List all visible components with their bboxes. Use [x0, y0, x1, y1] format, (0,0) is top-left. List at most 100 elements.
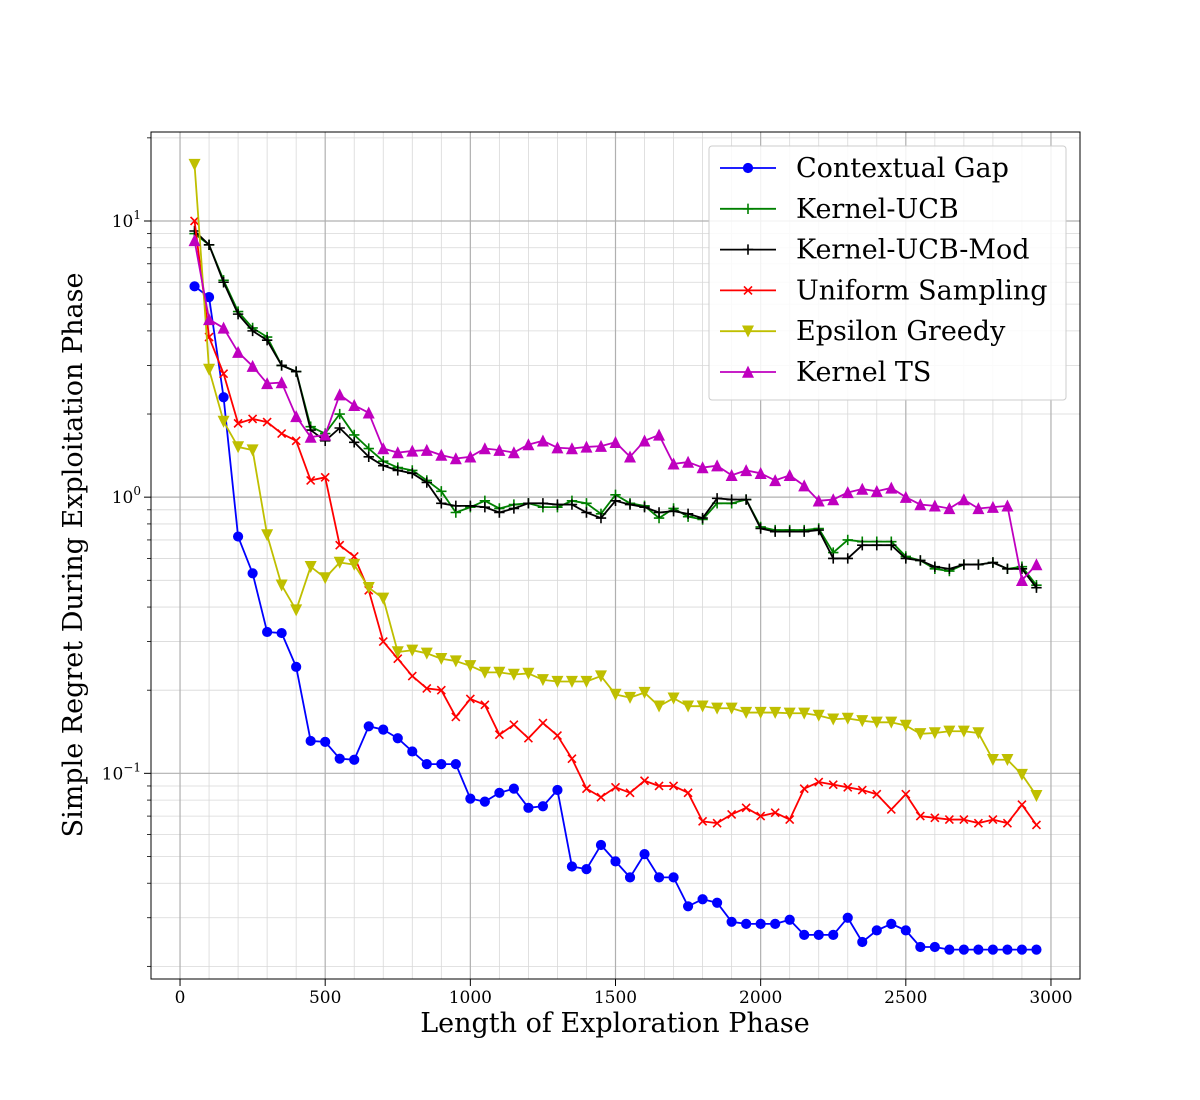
data-point — [232, 531, 244, 542]
data-point — [436, 486, 447, 497]
data-point — [189, 216, 200, 226]
data-point — [538, 718, 548, 728]
data-point — [624, 691, 637, 704]
data-point — [624, 872, 636, 883]
data-point — [682, 455, 695, 468]
data-point — [277, 428, 287, 439]
data-point — [420, 647, 433, 660]
data-point — [957, 725, 970, 738]
data-point — [1030, 789, 1043, 802]
data-point — [333, 556, 346, 569]
data-point — [1031, 820, 1042, 830]
data-point — [391, 646, 404, 659]
data-point — [871, 925, 882, 936]
data-point — [203, 363, 216, 376]
data-point — [291, 436, 301, 446]
data-point — [522, 667, 535, 680]
data-point — [740, 464, 753, 477]
data-point — [756, 811, 766, 821]
data-point — [217, 415, 230, 428]
data-point — [362, 582, 375, 595]
data-point — [886, 918, 897, 929]
data-point — [305, 735, 316, 747]
data-point — [362, 406, 375, 419]
data-point — [449, 452, 462, 465]
data-point — [581, 784, 592, 794]
data-point — [755, 918, 766, 929]
series-lines — [188, 158, 1043, 955]
data-point — [509, 720, 519, 730]
data-point — [320, 472, 330, 482]
data-point — [565, 442, 578, 455]
data-point — [915, 941, 926, 953]
data-point — [275, 579, 288, 592]
data-point — [507, 668, 520, 681]
data-point — [377, 442, 390, 455]
data-point — [1016, 563, 1028, 575]
data-point — [711, 459, 724, 472]
data-point — [1031, 944, 1042, 955]
data-point — [421, 758, 432, 770]
data-point — [536, 434, 549, 447]
data-point — [769, 526, 781, 537]
data-point — [812, 494, 825, 507]
legend-entry: Kernel-UCB-Mod — [720, 235, 1030, 266]
data-point — [406, 644, 419, 657]
data-point — [899, 719, 912, 732]
data-point — [944, 815, 954, 825]
data-point — [986, 500, 999, 513]
data-point — [973, 944, 984, 955]
data-point — [827, 493, 840, 506]
data-point — [334, 422, 345, 434]
data-point — [1017, 800, 1027, 810]
data-point — [727, 809, 737, 819]
data-point — [915, 555, 926, 566]
data-point — [755, 523, 766, 534]
data-point — [262, 626, 273, 638]
data-point — [769, 706, 782, 719]
data-point — [567, 754, 577, 764]
legend-marker — [741, 365, 755, 378]
data-point — [348, 558, 361, 571]
data-point — [566, 499, 578, 510]
data-point — [508, 503, 520, 514]
data-point — [232, 441, 245, 454]
data-point — [595, 839, 607, 851]
data-point — [537, 498, 549, 509]
data-point — [523, 733, 533, 743]
data-point — [668, 781, 679, 791]
data-point — [856, 715, 869, 728]
data-point — [261, 529, 274, 542]
data-point — [696, 700, 709, 713]
data-point — [203, 313, 216, 326]
data-point — [900, 553, 912, 564]
data-point — [580, 440, 593, 453]
data-point — [639, 848, 650, 860]
legend-marker — [742, 203, 754, 214]
data-point — [566, 861, 578, 872]
data-point — [740, 706, 753, 719]
data-point — [842, 912, 853, 923]
data-point — [465, 500, 476, 512]
data-point — [930, 813, 940, 823]
data-point — [392, 465, 403, 476]
data-point — [740, 494, 752, 505]
data-point — [814, 777, 824, 787]
data-point — [929, 941, 940, 953]
data-point — [972, 727, 985, 740]
data-point — [813, 524, 824, 536]
data-point — [1001, 499, 1014, 512]
data-point — [262, 417, 272, 427]
data-point — [363, 721, 374, 732]
data-point — [610, 782, 621, 792]
data-point — [581, 498, 592, 509]
data-point — [783, 707, 796, 720]
data-point — [899, 490, 912, 503]
data-point — [914, 728, 927, 741]
data-point — [407, 468, 418, 479]
axis-ticks: 0 500 1000 1500 2000 2500 3000 101 100 10−1 — [102, 137, 1073, 1008]
series-0 — [189, 281, 1042, 955]
series-5 — [188, 234, 1043, 586]
data-point — [276, 627, 287, 639]
